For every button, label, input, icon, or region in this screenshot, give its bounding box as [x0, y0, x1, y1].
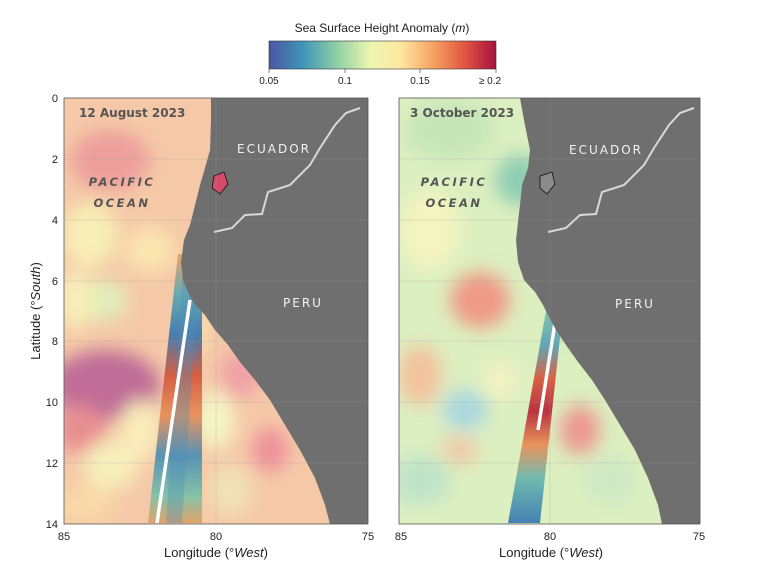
colorbar-tick: 0.15 — [410, 76, 430, 87]
x-tick-label: 75 — [693, 531, 705, 543]
country-border — [213, 107, 361, 233]
colorbar: Sea Surface Height Anomaly (m) 0.05 0.1 … — [259, 21, 501, 87]
x-axis: 85 80 75 — [58, 531, 374, 543]
country-label-ecuador: ECUADOR — [237, 142, 311, 156]
ocean-label: PACIFIC — [421, 175, 488, 189]
x-tick-label: 85 — [58, 531, 70, 543]
country-border — [547, 107, 695, 233]
ocean-label: OCEAN — [93, 196, 150, 210]
y-tick-label: 4 — [52, 215, 58, 227]
colorbar-title: Sea Surface Height Anomaly (m) — [295, 21, 470, 35]
y-tick-label: 6 — [52, 276, 58, 288]
colorbar-tick: ≥ 0.2 — [479, 76, 502, 87]
map-panel-august: 12 August 2023 PACIFIC OCEAN ECUADOR PER… — [46, 93, 374, 543]
ocean-label: PACIFIC — [89, 175, 156, 189]
x-tick-label: 75 — [362, 531, 374, 543]
swath-nadir-gap — [155, 299, 192, 524]
country-label-peru: PERU — [283, 296, 323, 310]
land-mass — [516, 98, 700, 524]
x-axis-label: Longitude (°West) — [499, 545, 603, 560]
swath-nadir-gap — [536, 309, 559, 431]
map-panel-october: 3 October 2023 PACIFIC OCEAN ECUADOR PER… — [395, 97, 705, 543]
panel-date: 12 August 2023 — [79, 106, 185, 120]
x-axis: 85 80 75 — [395, 531, 705, 543]
x-axis-label: Longitude (°West) — [164, 545, 268, 560]
y-tick-label: 10 — [46, 397, 58, 409]
land-mass — [181, 98, 368, 524]
y-tick-label: 14 — [46, 519, 58, 531]
y-axis: 0 2 4 6 8 10 12 14 — [46, 93, 58, 531]
x-tick-label: 85 — [395, 531, 407, 543]
y-tick-label: 12 — [46, 458, 58, 470]
ocean-label: OCEAN — [425, 196, 482, 210]
colorbar-tick: 0.1 — [338, 76, 352, 87]
y-axis-label: Latitude (°South) — [28, 262, 43, 360]
colorbar-tick: 0.05 — [259, 76, 279, 87]
y-tick-label: 0 — [52, 93, 58, 105]
x-tick-label: 80 — [544, 531, 556, 543]
panel-date: 3 October 2023 — [410, 106, 514, 120]
ssh-field-august — [64, 98, 368, 524]
colorbar-ramp — [268, 40, 497, 70]
ssh-field-october — [399, 98, 700, 524]
y-tick-label: 8 — [52, 336, 58, 348]
country-label-peru: PERU — [615, 297, 655, 311]
y-tick-label: 2 — [52, 154, 58, 166]
x-tick-label: 80 — [210, 531, 222, 543]
country-label-ecuador: ECUADOR — [569, 143, 643, 157]
